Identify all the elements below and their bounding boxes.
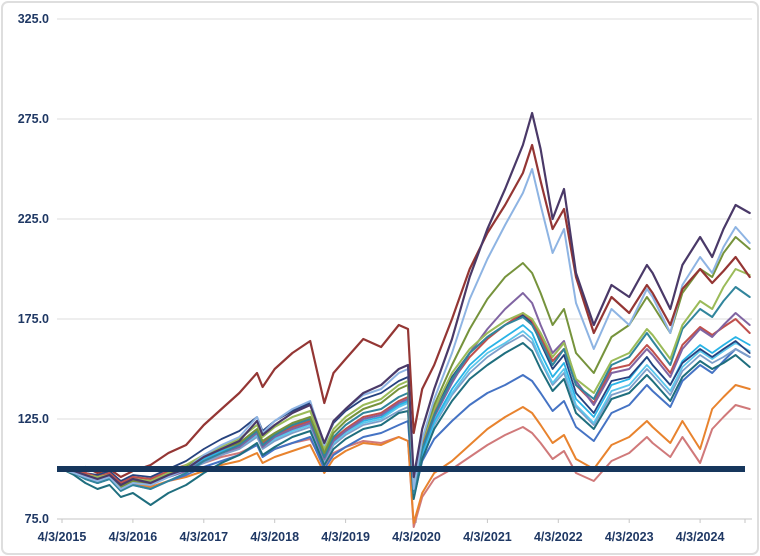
x-tick-label: 4/3/2024 [676, 530, 725, 544]
series-line-teal [61, 286, 751, 494]
x-tick-label: 4/3/2016 [109, 530, 158, 544]
x-tick-label: 4/3/2017 [179, 530, 228, 544]
x-tick-label: 4/3/2018 [250, 530, 299, 544]
chart-canvas: 325.0 275.0 225.0 175.0 125.0 75.0 4/3/2015 4/3… [18, 12, 752, 544]
series-line-dark-purple [60, 111, 751, 487]
x-tick-label: 4/3/2015 [38, 530, 87, 544]
x-tick-label: 4/3/2020 [392, 530, 441, 544]
y-tick-label: 75.0 [25, 512, 49, 526]
y-tick-label: 125.0 [18, 412, 49, 426]
y-tick-label: 275.0 [18, 112, 49, 126]
x-tick-label: 4/3/2019 [321, 530, 370, 544]
y-tick-label: 175.0 [18, 312, 49, 326]
series-line-olive-green [61, 236, 751, 488]
series-line-dark-red [60, 143, 751, 479]
series-line-dark-teal [61, 342, 751, 506]
series-line-medium-purple [61, 292, 751, 490]
x-tick-label: 4/3/2023 [605, 530, 654, 544]
y-tick-label: 225.0 [18, 212, 49, 226]
x-tick-label: 4/3/2021 [463, 530, 512, 544]
x-tick-label: 4/3/2022 [534, 530, 583, 544]
y-tick-label: 325.0 [18, 12, 49, 26]
